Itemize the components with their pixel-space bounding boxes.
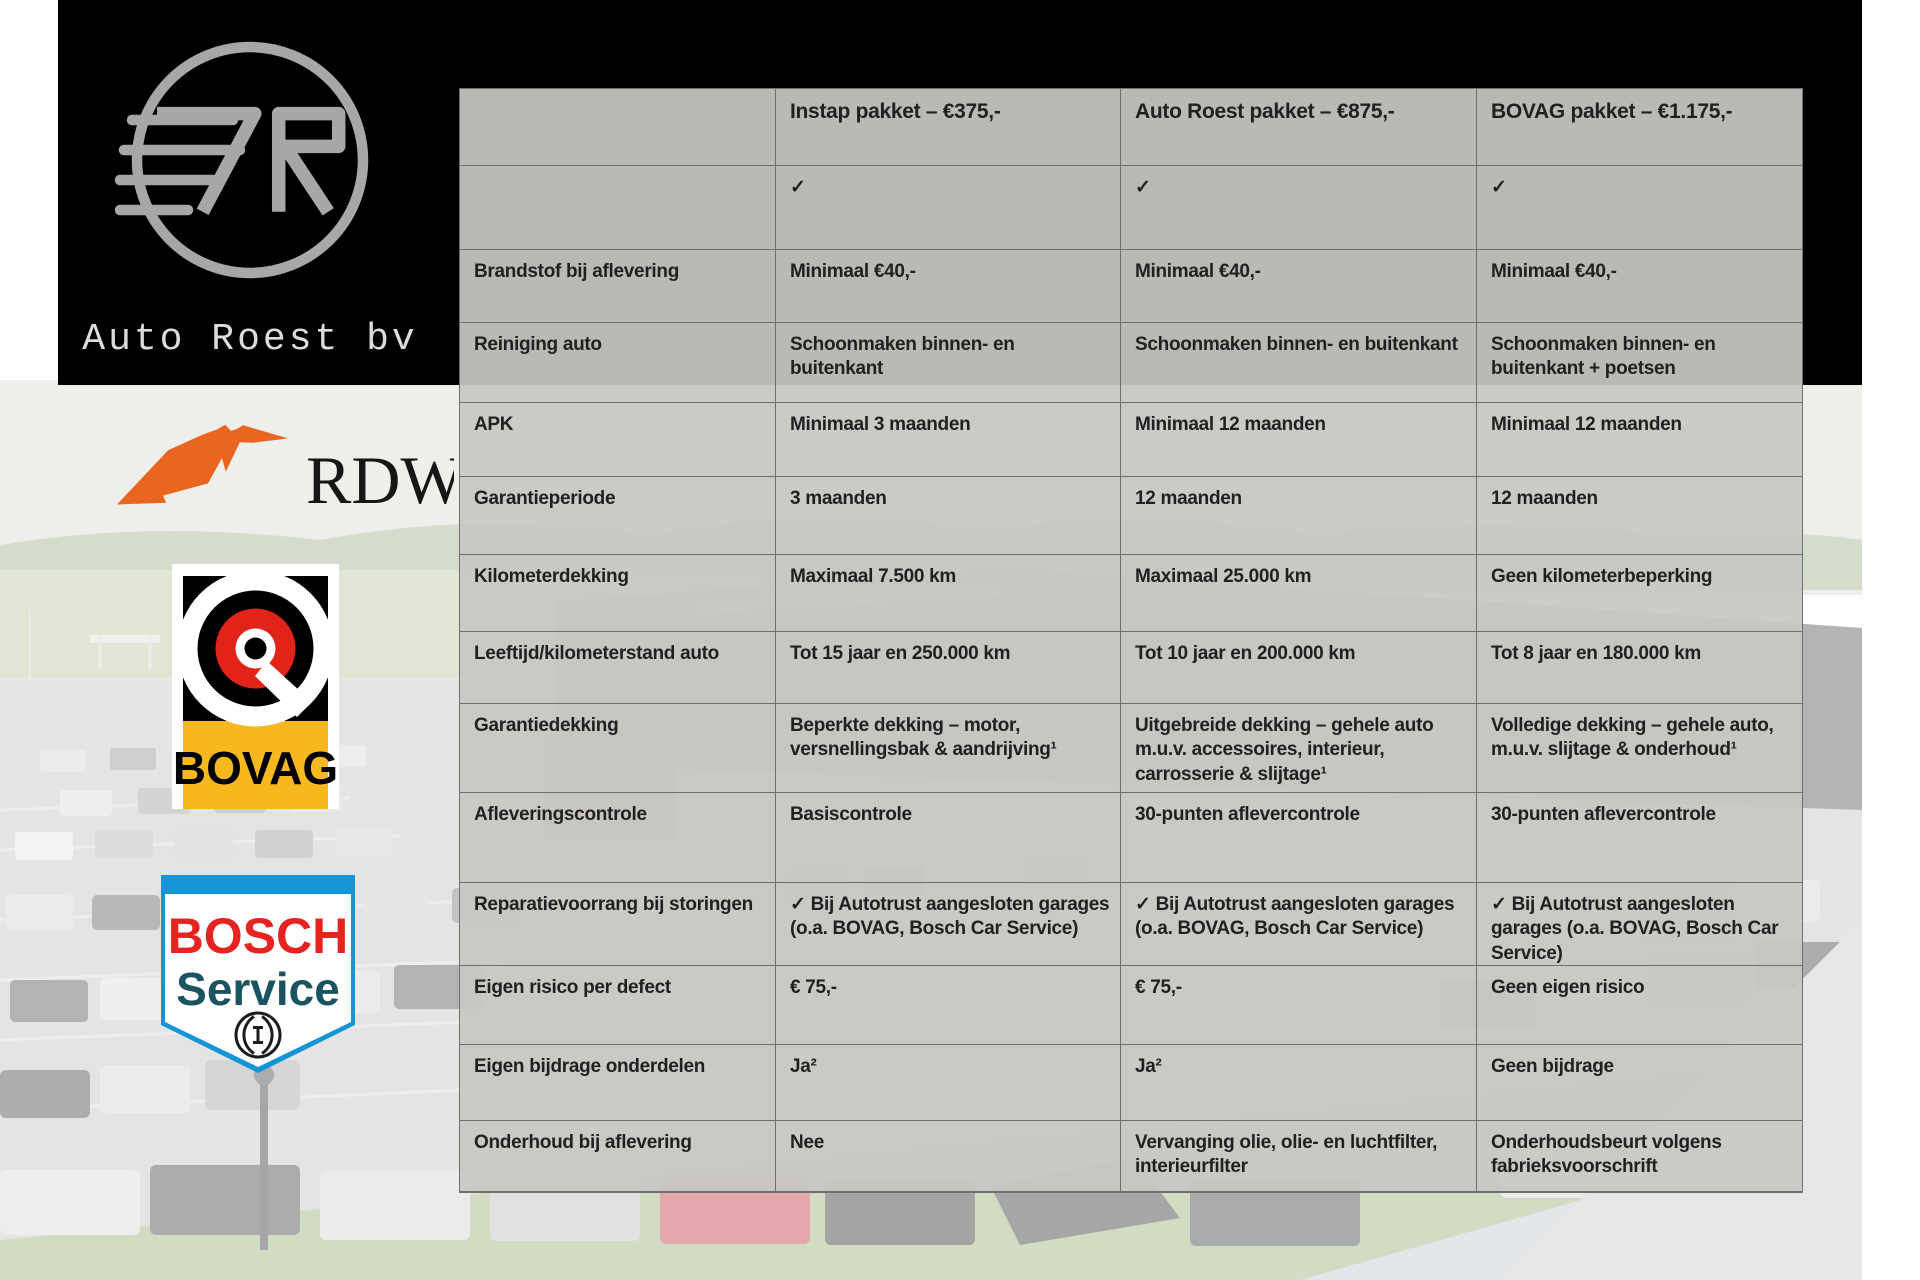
- svg-text:Service: Service: [176, 963, 340, 1015]
- svg-text:RDW: RDW: [306, 442, 454, 518]
- svg-text:BOSCH: BOSCH: [168, 908, 349, 964]
- svg-text:Auto Roest bv: Auto Roest bv: [82, 318, 417, 361]
- svg-text:BOVAG: BOVAG: [173, 742, 338, 794]
